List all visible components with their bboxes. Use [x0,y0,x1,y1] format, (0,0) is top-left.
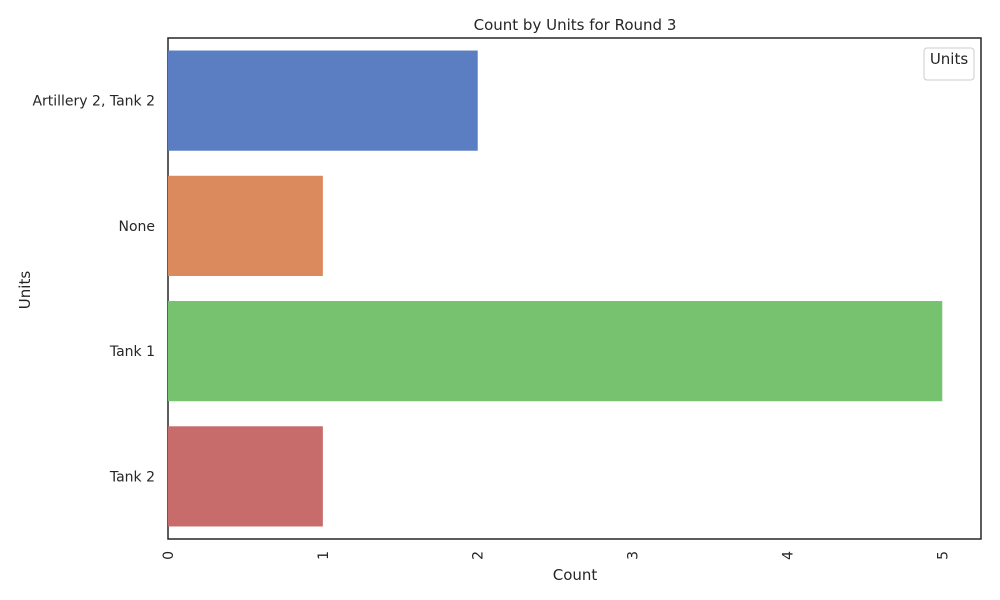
y-tick-label: None [118,219,155,235]
legend-box [923,47,975,81]
bar-2 [168,301,943,402]
y-tick-label: Tank 2 [109,469,155,485]
bar-1 [168,175,323,276]
y-tick-label: Tank 1 [109,344,155,360]
chart-title: Count by Units for Round 3 [474,16,677,34]
x-tick-label: 0 [161,551,177,560]
bar-0 [168,50,478,151]
x-tick-label: 2 [471,551,487,560]
y-tick-label: Artillery 2, Tank 2 [32,94,155,110]
plot-frame [167,37,982,540]
x-tick-label: 5 [935,551,951,560]
x-axis-label: Count [553,566,598,584]
legend-title: Units [930,50,969,68]
x-tick-label: 4 [780,551,796,560]
y-tick-labels: Artillery 2, Tank 2 None Tank 1 Tank 2 [32,94,155,486]
y-axis-label: Units [16,271,34,310]
bars-group [168,50,943,527]
legend: Units [923,47,975,81]
bar-3 [168,426,323,527]
x-tick-label: 3 [626,551,642,560]
x-tick-label: 1 [316,551,332,560]
x-tick-labels: 0 1 2 3 4 5 [161,551,951,560]
